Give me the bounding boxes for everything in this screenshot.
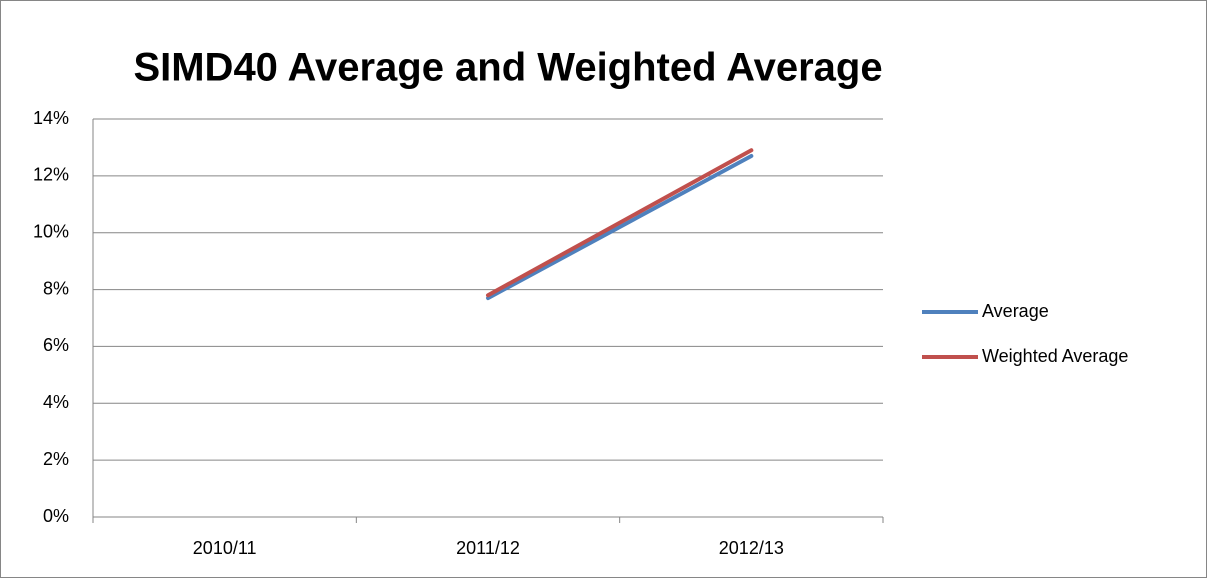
y-tick-label: 0% [43,506,69,526]
y-tick-label: 8% [43,278,69,298]
data-line [486,148,754,298]
legend-label: Weighted Average [982,346,1128,366]
y-tick-label: 2% [43,449,69,469]
data-line [486,153,754,301]
y-tick-label: 12% [33,165,69,185]
x-tick-label: 2010/11 [193,538,257,558]
x-tick-label: 2011/12 [456,538,520,558]
y-tick-label: 10% [33,221,69,241]
x-tick-label: 2012/13 [719,538,784,558]
legend-label: Average [982,301,1049,321]
y-tick-label: 4% [43,392,69,412]
y-tick-label: 6% [43,335,69,355]
chart-title: SIMD40 Average and Weighted Average [133,46,882,90]
y-tick-label: 14% [33,108,69,128]
